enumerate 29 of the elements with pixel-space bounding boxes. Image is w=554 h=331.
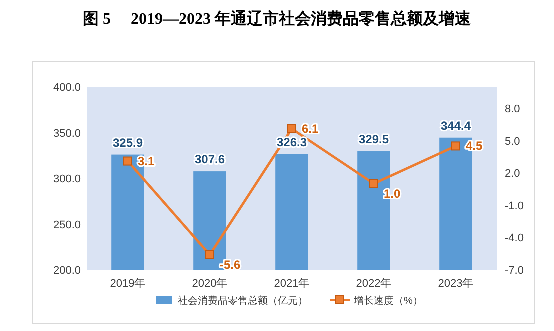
legend-label: 社会消费品零售总额（亿元） [178,295,308,307]
data-label: 307.6 [194,152,226,167]
y2-tick-label: -7.0 [505,265,524,277]
y2-tick-label: -4.0 [505,232,524,245]
data-label: 325.9 [112,136,144,150]
y-tick-label: 350.0 [53,128,81,140]
x-tick-label: 2023年 [438,278,474,290]
data-label: 344.4 [440,118,472,133]
x-tick-label: 2019年 [110,278,146,290]
y-tick-label: 400.0 [53,82,81,94]
chart-title: 图 5 2019—2023 年通辽市社会消费品零售总额及增速 [83,10,472,28]
x-tick-label: 2020年 [192,278,228,290]
point [124,156,132,166]
x-tick-label: 2022年 [356,278,392,290]
y2-tick-label: 2.0 [505,168,520,180]
y-tick-label: 300.0 [53,174,81,186]
point [206,250,214,260]
y2-tick-label: -1.0 [505,200,524,212]
legend-label: 增长速度（%） [353,295,423,307]
y-tick-label: 200.0 [53,265,81,277]
data-label: 329.5 [358,132,390,147]
data-label: 6.1 [302,122,320,136]
point [288,124,296,134]
point [452,142,460,151]
y2-tick-label: 8.0 [505,104,520,116]
y-tick-label: 250.0 [53,219,81,232]
point [370,179,378,188]
x-tick-label: 2021年 [274,278,310,290]
y2-tick-label: 5.0 [505,136,520,148]
